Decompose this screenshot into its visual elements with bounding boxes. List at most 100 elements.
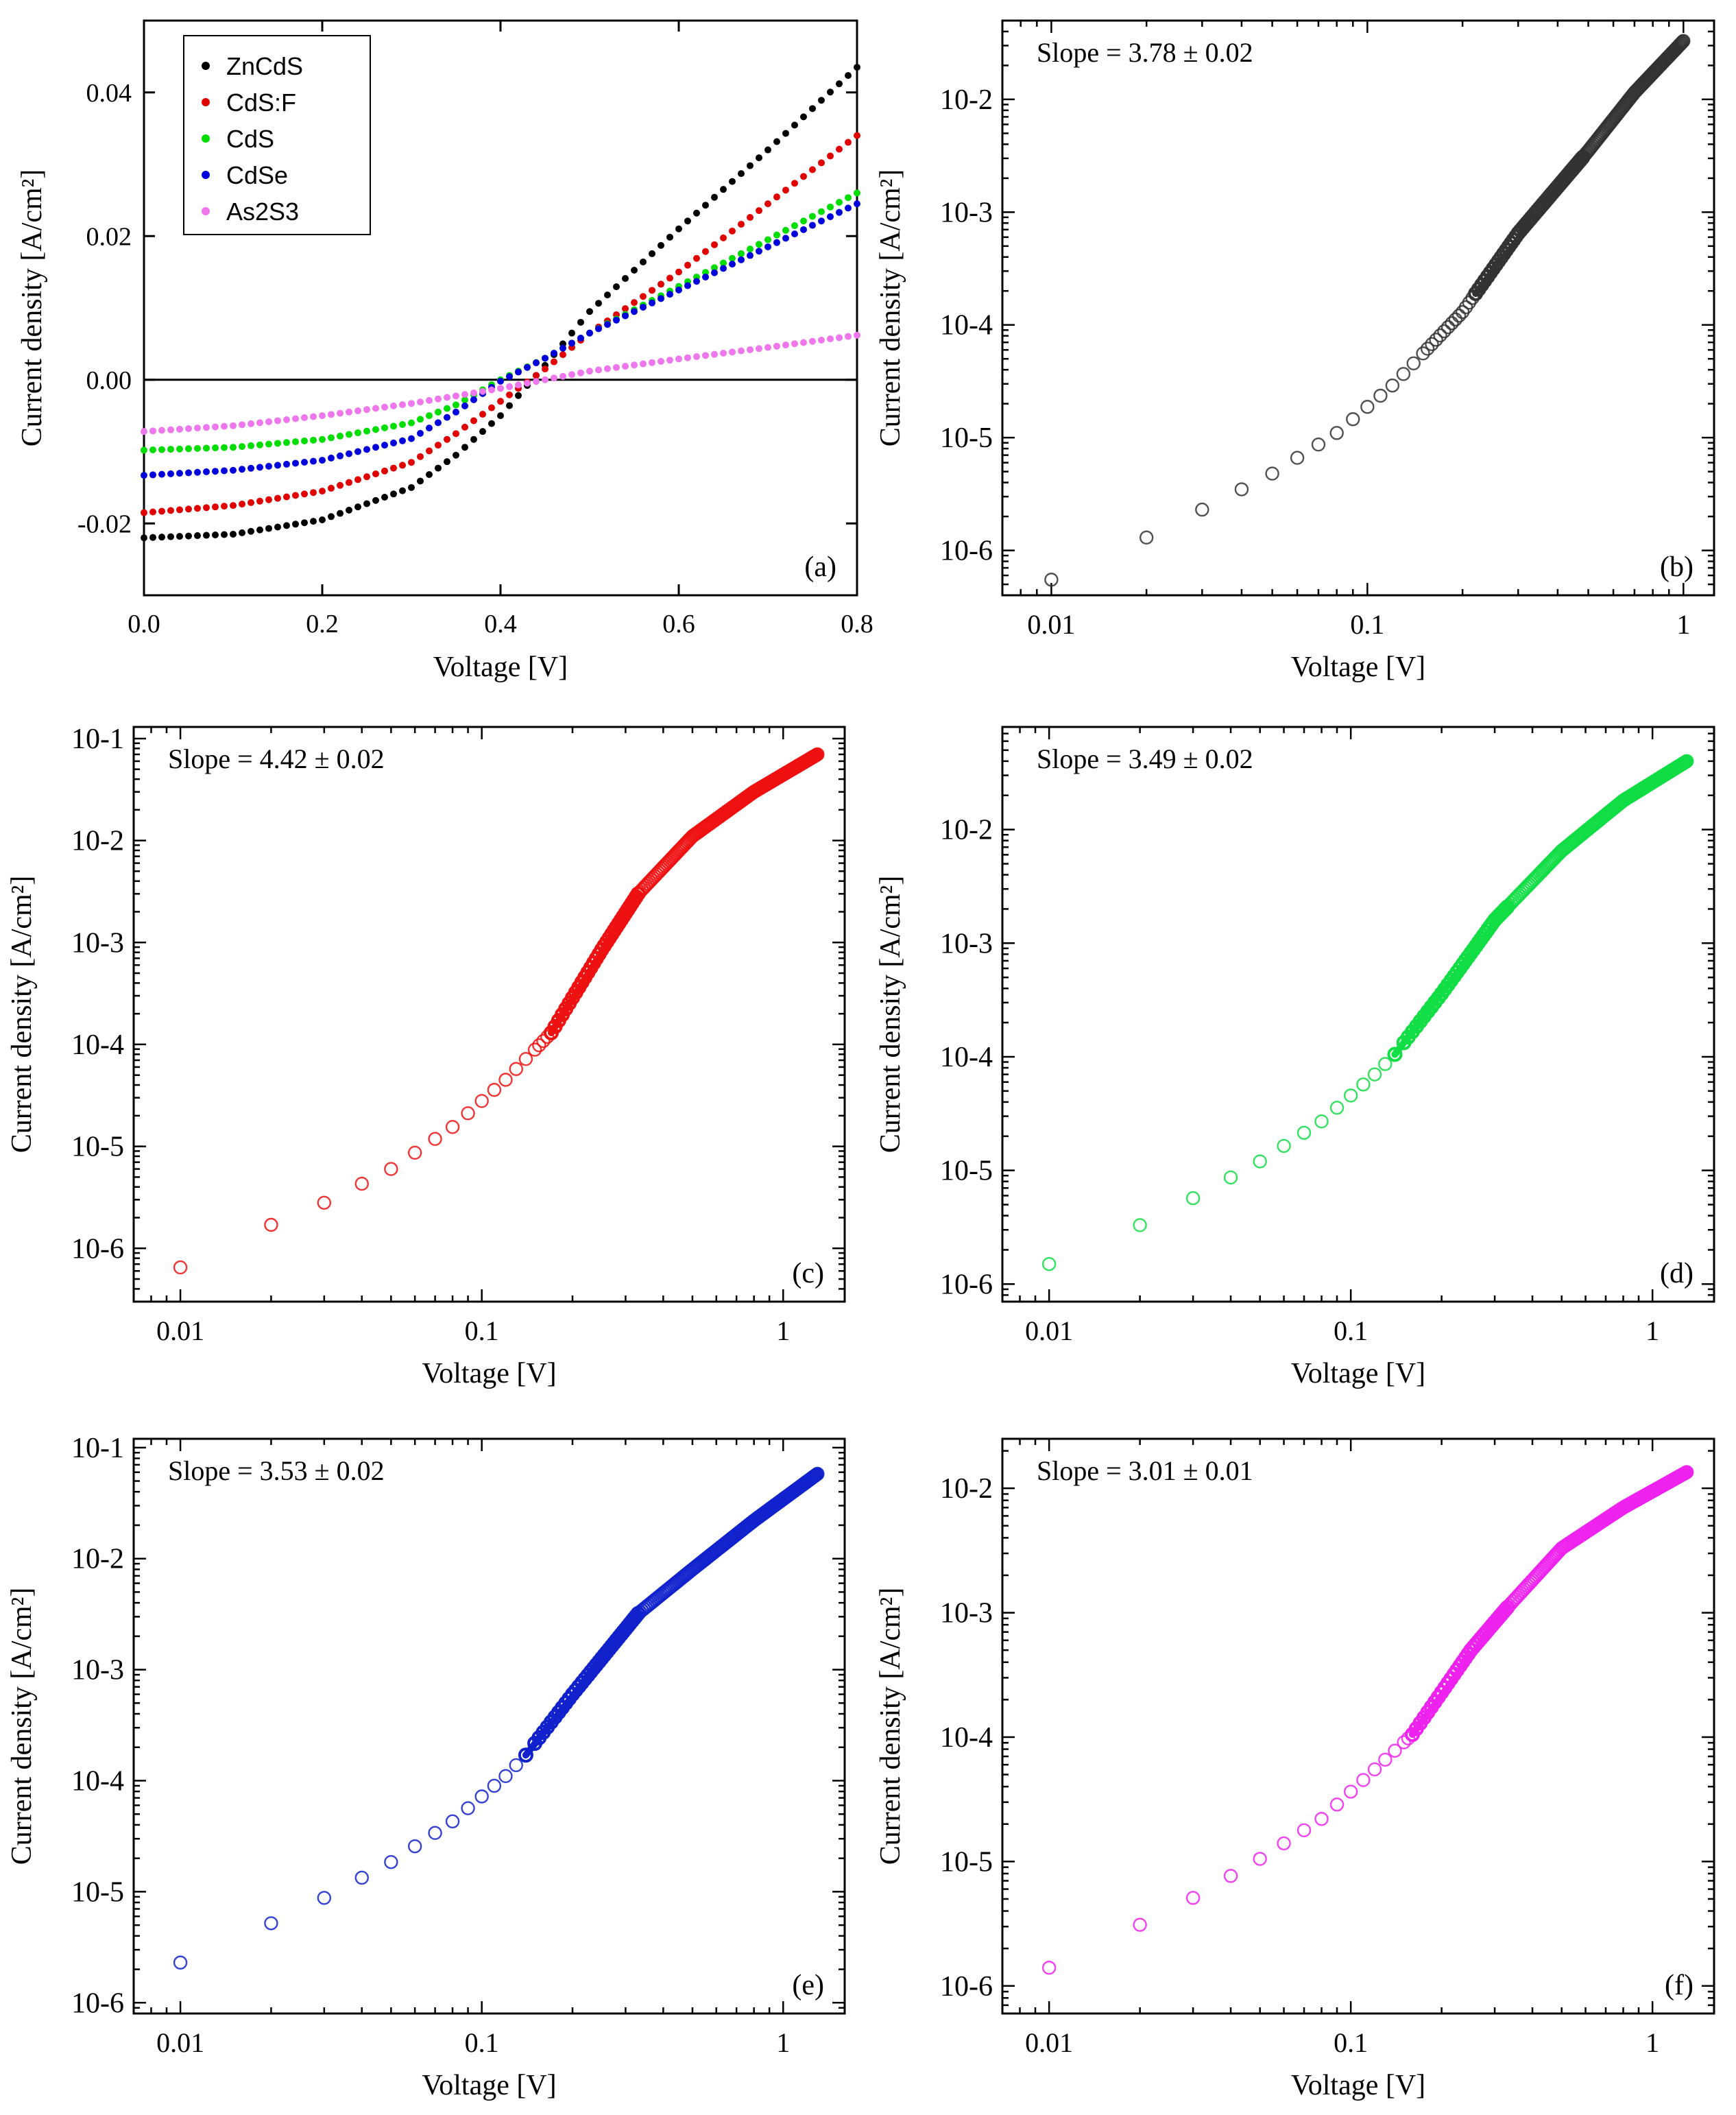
data-point xyxy=(809,337,816,345)
data-series xyxy=(1041,754,1694,1271)
data-point xyxy=(533,359,540,367)
data-point xyxy=(684,261,691,269)
y-axis-label: Current density [A/cm²] xyxy=(875,876,906,1154)
data-point xyxy=(800,339,807,346)
data-point xyxy=(328,434,335,442)
data-point xyxy=(711,264,718,272)
data-point xyxy=(1314,1812,1329,1826)
data-point xyxy=(239,500,245,507)
legend-label: CdS xyxy=(226,125,274,153)
y-tick-label: 10-3 xyxy=(71,927,124,959)
x-tick-label: 0.01 xyxy=(1025,2027,1073,2058)
y-tick-label: 10-5 xyxy=(940,1156,993,1187)
data-point xyxy=(203,504,210,512)
y-tick-label: 10-6 xyxy=(71,1987,124,2019)
data-point xyxy=(1234,482,1249,497)
data-point xyxy=(542,366,548,373)
data-point xyxy=(399,487,406,494)
data-point xyxy=(498,1769,513,1784)
data-point xyxy=(417,429,424,437)
y-tick-label: 0.00 xyxy=(86,366,132,395)
x-tick-label: 0.0 xyxy=(128,610,160,638)
y-axis-label: Current density [A/cm²] xyxy=(875,1588,906,1865)
data-point xyxy=(854,189,860,197)
data-point xyxy=(800,226,807,233)
y-tick-label: 10-2 xyxy=(940,84,993,116)
data-point xyxy=(310,457,317,465)
data-point xyxy=(461,391,468,398)
data-point xyxy=(203,444,210,452)
data-point xyxy=(756,154,762,162)
data-point xyxy=(408,419,415,427)
data-point xyxy=(791,180,798,187)
data-point xyxy=(274,523,281,531)
data-point xyxy=(346,450,352,457)
data-series xyxy=(1041,1465,1694,1975)
panel-d: 0.01 0.1 1 10-6 10-5 10-4 10-3 10-2 Slope = 3.49… xyxy=(875,726,1715,1389)
data-point xyxy=(649,359,655,366)
plot-frame xyxy=(1001,1437,1715,2015)
data-point xyxy=(551,349,557,357)
data-point xyxy=(337,409,343,417)
y-tick-label: 10-6 xyxy=(940,536,993,567)
data-point xyxy=(711,350,718,358)
data-point xyxy=(622,305,629,313)
slope-annotation: Slope = 4.42 ± 0.02 xyxy=(168,743,385,774)
data-point xyxy=(319,435,326,443)
legend-label: CdS:F xyxy=(226,88,296,117)
data-point xyxy=(310,436,317,444)
data-point xyxy=(729,348,736,356)
data-point xyxy=(212,531,219,539)
data-point xyxy=(773,342,780,350)
data-point xyxy=(747,246,754,253)
data-point xyxy=(702,273,709,280)
data-point xyxy=(693,254,700,262)
data-point xyxy=(158,427,165,434)
y-tick-label: 10-5 xyxy=(940,422,993,454)
data-point xyxy=(764,344,771,351)
legend: ZnCdS CdS:F CdS CdSe As2S3 xyxy=(183,35,371,235)
series-ZnCdS xyxy=(141,64,860,542)
data-point xyxy=(292,492,299,499)
data-point xyxy=(461,444,468,451)
data-point xyxy=(487,1778,502,1793)
legend-marker xyxy=(202,171,210,179)
data-point xyxy=(756,241,762,248)
data-point xyxy=(248,464,254,472)
data-point xyxy=(176,425,183,433)
data-point xyxy=(399,401,406,409)
y-tick-label: 10-1 xyxy=(71,724,124,755)
data-point xyxy=(773,193,780,201)
legend-marker xyxy=(202,98,210,106)
data-point xyxy=(487,1083,502,1097)
data-point xyxy=(1139,530,1154,545)
fit-line xyxy=(522,1610,642,1759)
data-point xyxy=(461,423,468,431)
data-point xyxy=(203,424,210,431)
data-point xyxy=(354,448,361,455)
data-point xyxy=(265,462,272,470)
data-point xyxy=(461,402,468,409)
data-point xyxy=(622,275,629,283)
data-point xyxy=(524,379,531,387)
data-point xyxy=(354,1176,369,1191)
data-point xyxy=(1185,1191,1201,1206)
data-point xyxy=(836,334,843,342)
data-point xyxy=(542,376,548,383)
slope-annotation: Slope = 3.53 ± 0.02 xyxy=(168,1455,385,1486)
data-point xyxy=(506,391,513,398)
data-point xyxy=(1356,1077,1371,1092)
data-point xyxy=(470,435,477,443)
data-point xyxy=(756,345,762,352)
data-point xyxy=(649,299,655,307)
data-point xyxy=(310,489,317,497)
data-point xyxy=(292,415,299,422)
data-series xyxy=(1044,34,1691,587)
data-point xyxy=(319,412,326,420)
data-point xyxy=(809,166,816,174)
data-point xyxy=(301,459,308,466)
data-point xyxy=(1223,1170,1238,1185)
data-point xyxy=(173,1955,188,1970)
panel-f: 0.01 0.1 1 10-6 10-5 10-4 10-3 10-2 Slope = 3.01… xyxy=(875,1437,1715,2101)
